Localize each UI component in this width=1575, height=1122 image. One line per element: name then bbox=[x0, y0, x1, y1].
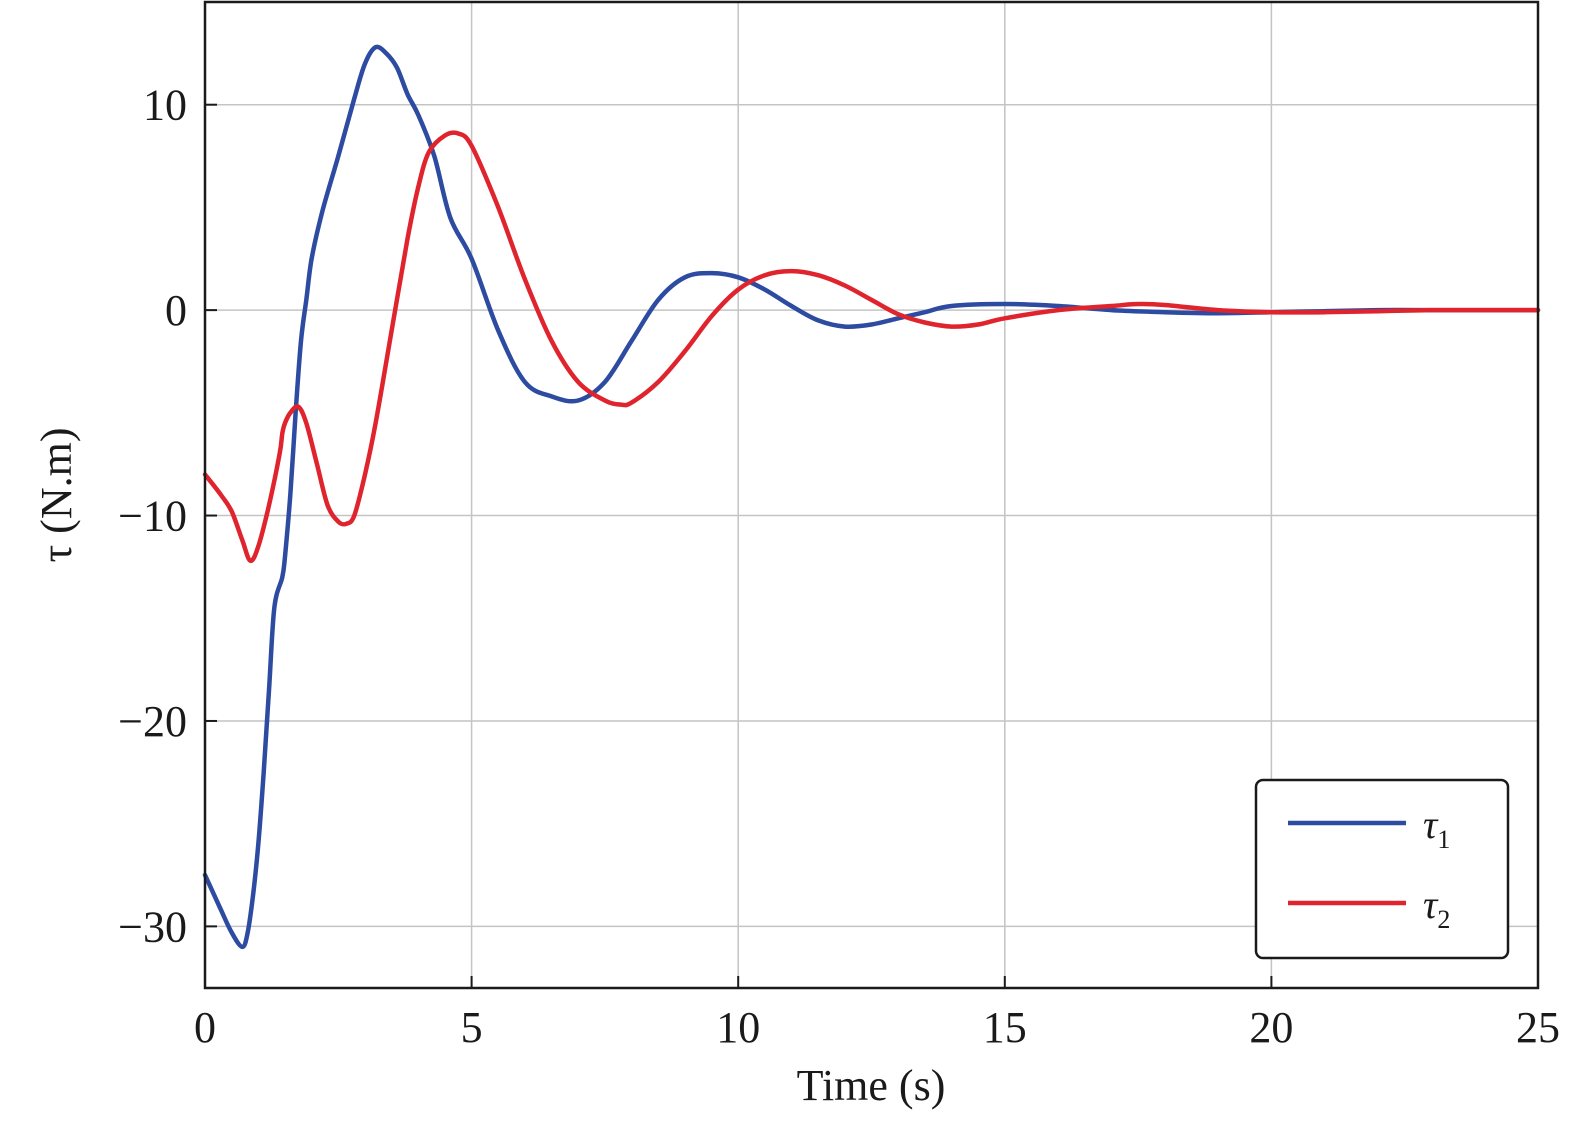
y-tick-label: 0 bbox=[165, 286, 187, 335]
legend-label-tau2-base: τ bbox=[1423, 882, 1439, 927]
plot-frame bbox=[203, 0, 1540, 990]
x-tick-label: 5 bbox=[461, 1003, 483, 1052]
y-tick-label: −20 bbox=[118, 697, 187, 746]
x-axis-label: Time (s) bbox=[797, 1061, 946, 1110]
y-tick-label: 10 bbox=[143, 81, 187, 130]
legend-label-tau1: τ1 bbox=[1423, 802, 1450, 854]
legend-label-tau2-subscript: 2 bbox=[1437, 905, 1450, 934]
legend-box bbox=[1254, 778, 1510, 960]
legend-label-tau1-base: τ bbox=[1423, 802, 1439, 847]
x-tick-label: 15 bbox=[983, 1003, 1027, 1052]
y-tick-label: −10 bbox=[118, 492, 187, 541]
y-axis-label: τ (N.m) bbox=[32, 428, 81, 563]
legend: τ1 τ2 bbox=[1254, 778, 1510, 960]
series-line-tau1 bbox=[202, 44, 1541, 950]
x-tick-label: 25 bbox=[1516, 1003, 1560, 1052]
legend-label-tau1-subscript: 1 bbox=[1437, 825, 1450, 854]
legend-label-tau2: τ2 bbox=[1423, 882, 1450, 934]
x-tick-label: 0 bbox=[194, 1003, 216, 1052]
x-tick-label: 10 bbox=[716, 1003, 760, 1052]
series-group bbox=[202, 44, 1541, 950]
ticks: 0 5 10 15 20 25 −30 −20 −10 0 10 bbox=[118, 81, 1560, 1052]
x-tick-label: 20 bbox=[1249, 1003, 1293, 1052]
y-tick-label: −30 bbox=[118, 902, 187, 951]
series-line-tau2 bbox=[202, 130, 1541, 564]
